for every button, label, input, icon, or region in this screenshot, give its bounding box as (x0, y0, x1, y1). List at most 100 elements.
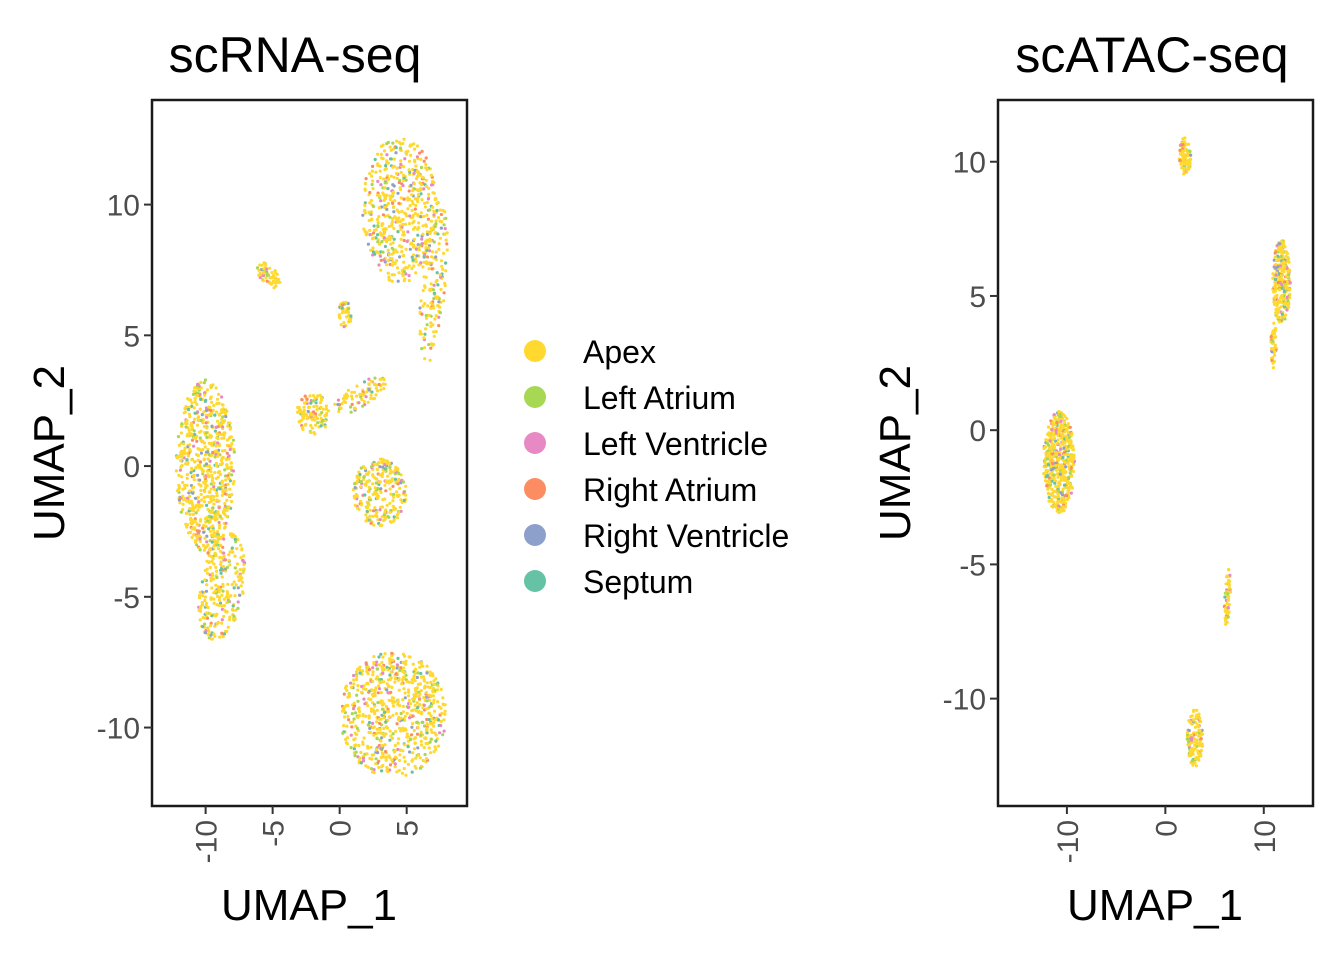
point-apex (382, 755, 386, 759)
point-apex (309, 423, 313, 428)
point-apex (220, 493, 224, 497)
point-left-ventricle (349, 681, 353, 685)
point-apex (390, 685, 394, 690)
point-apex (416, 725, 420, 730)
point-apex (445, 248, 449, 252)
point-apex (1186, 158, 1191, 162)
point-apex (220, 621, 224, 625)
point-apex (363, 182, 367, 186)
point-septum (411, 258, 415, 262)
point-apex (372, 228, 376, 233)
point-left-ventricle (186, 496, 190, 500)
point-apex (195, 453, 199, 457)
point-apex (217, 603, 221, 608)
point-left-atrium (233, 566, 237, 570)
point-apex (342, 709, 346, 713)
point-right-ventricle (378, 465, 382, 469)
point-right-ventricle (177, 498, 182, 502)
point-apex (364, 505, 368, 509)
point-apex (419, 187, 423, 191)
point-apex (431, 694, 436, 698)
point-apex (416, 682, 420, 687)
point-apex (413, 736, 418, 740)
point-apex (349, 685, 354, 690)
point-apex (429, 173, 434, 177)
point-apex (1052, 476, 1056, 480)
point-apex (1183, 156, 1188, 160)
point-apex (233, 617, 237, 621)
point-apex (214, 541, 218, 545)
point-apex (411, 221, 415, 225)
point-apex (430, 180, 434, 184)
point-apex (424, 327, 428, 331)
point-apex (430, 255, 434, 259)
point-apex (402, 254, 406, 258)
point-right-atrium (226, 474, 230, 478)
point-apex (345, 724, 349, 728)
point-septum (340, 306, 344, 310)
point-apex (221, 490, 225, 494)
point-apex (1276, 257, 1280, 261)
point-apex (397, 271, 401, 275)
point-right-ventricle (376, 751, 380, 755)
point-left-atrium (195, 543, 199, 547)
point-apex (432, 342, 436, 347)
point-apex (257, 273, 261, 277)
point-septum (1062, 483, 1067, 487)
point-apex (178, 501, 182, 505)
point-apex (371, 673, 375, 677)
point-left-atrium (215, 575, 219, 580)
point-apex (438, 273, 442, 277)
point-apex (411, 662, 415, 666)
point-apex (1042, 446, 1046, 451)
point-apex (1271, 361, 1275, 365)
point-apex (371, 726, 375, 730)
point-apex (217, 422, 221, 426)
point-apex (219, 458, 224, 462)
point-apex (353, 503, 357, 507)
point-left-ventricle (1054, 429, 1058, 433)
point-left-ventricle (420, 237, 424, 241)
point-apex (198, 466, 202, 470)
point-apex (194, 466, 198, 470)
point-septum (228, 479, 232, 483)
point-apex (1067, 465, 1071, 469)
point-apex (419, 743, 424, 747)
point-apex (198, 618, 202, 622)
point-apex (305, 415, 310, 419)
point-apex (185, 418, 189, 422)
point-apex (374, 762, 378, 766)
point-apex (423, 205, 428, 209)
point-left-atrium (349, 405, 353, 409)
point-apex (192, 474, 196, 478)
point-apex (240, 580, 245, 584)
point-apex (192, 406, 196, 410)
point-apex (1183, 136, 1187, 140)
point-apex (429, 282, 433, 286)
point-apex (394, 729, 398, 733)
point-right-atrium (193, 517, 197, 521)
point-apex (190, 401, 194, 405)
point-apex (430, 717, 434, 721)
point-apex (1070, 460, 1074, 464)
point-left-atrium (349, 746, 353, 750)
point-apex (357, 475, 361, 480)
point-apex (226, 625, 230, 629)
point-apex (387, 224, 391, 228)
point-apex (192, 533, 196, 537)
point-apex (397, 140, 401, 144)
point-left-ventricle (1057, 453, 1061, 457)
point-septum (396, 230, 400, 234)
point-septum (185, 458, 189, 462)
point-apex (323, 419, 327, 423)
point-right-atrium (420, 149, 424, 153)
point-apex (421, 706, 425, 710)
scatac-title: scATAC-seq (1015, 27, 1288, 83)
point-apex (379, 268, 383, 272)
point-apex (1273, 285, 1277, 289)
point-apex (214, 476, 219, 481)
point-apex (380, 744, 384, 748)
point-apex (360, 690, 364, 694)
point-apex (181, 480, 185, 485)
point-apex (375, 250, 379, 254)
